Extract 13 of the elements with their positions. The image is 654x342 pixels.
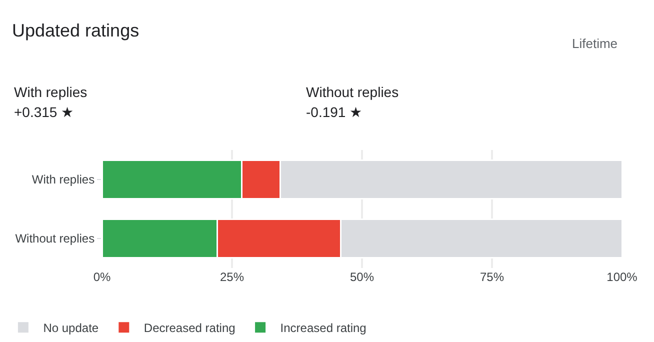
legend-label: No update <box>43 321 99 336</box>
x-tick-label: 100% <box>606 270 638 284</box>
x-tick-label: 75% <box>480 270 504 284</box>
text: +0.315 ★ <box>14 104 74 120</box>
legend-label: Increased rating <box>280 321 366 336</box>
x-tick-label: 25% <box>220 270 244 284</box>
legend-label: Decreased rating <box>144 321 236 336</box>
x-tick-label: 50% <box>350 270 374 284</box>
text: -0.191 ★ <box>306 104 363 120</box>
chart-title: Updated ratings <box>12 20 140 40</box>
text: Lifetime <box>572 36 618 51</box>
text: Without replies <box>306 84 399 100</box>
x-tick-label: 0% <box>93 270 111 284</box>
